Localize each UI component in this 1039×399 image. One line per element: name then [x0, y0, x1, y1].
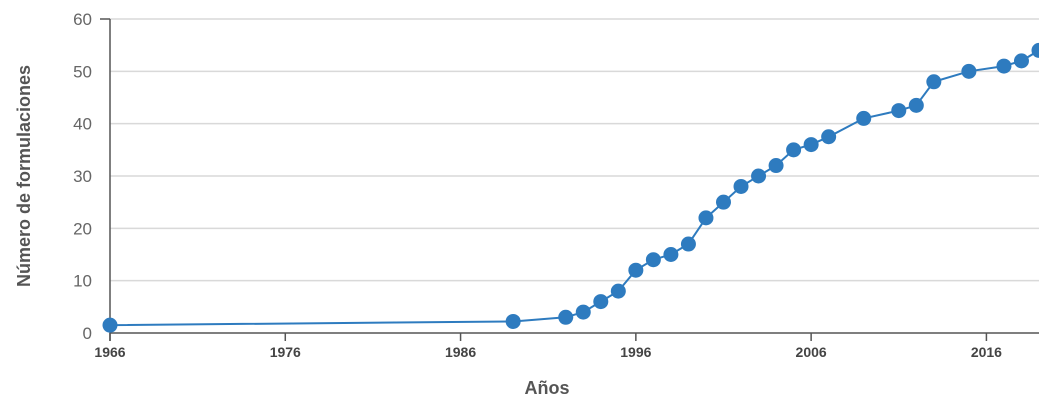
- y-tick-label: 60: [73, 10, 92, 29]
- data-point: [645, 252, 661, 268]
- data-point: [821, 129, 837, 145]
- y-axis-title: Número de formulaciones: [14, 65, 34, 287]
- data-point: [558, 309, 574, 325]
- y-tick-label: 40: [73, 115, 92, 134]
- x-tick-label: 1976: [270, 344, 301, 360]
- series: [102, 42, 1039, 333]
- data-point: [575, 304, 591, 320]
- data-point: [751, 168, 767, 184]
- data-point: [680, 236, 696, 252]
- data-point: [505, 313, 521, 329]
- y-tick-label: 0: [83, 324, 92, 343]
- x-tick-label: 1966: [94, 344, 125, 360]
- data-point: [768, 158, 784, 174]
- data-point: [733, 178, 749, 194]
- y-tick-label: 50: [73, 62, 92, 81]
- data-point: [1013, 53, 1029, 69]
- data-point: [908, 97, 924, 113]
- data-point: [715, 194, 731, 210]
- data-point: [102, 317, 118, 333]
- x-tick-label: 2006: [796, 344, 827, 360]
- x-tick-label: 1986: [445, 344, 476, 360]
- y-tick-label: 30: [73, 167, 92, 186]
- data-point: [926, 74, 942, 90]
- series-line: [109, 49, 1039, 327]
- x-tick-label: 2016: [971, 344, 1002, 360]
- x-axis-title: Años: [525, 378, 570, 398]
- data-point: [891, 103, 907, 119]
- data-point: [803, 137, 819, 153]
- data-point: [961, 63, 977, 79]
- data-point: [698, 210, 714, 226]
- data-point: [593, 294, 609, 310]
- data-point: [663, 247, 679, 262]
- data-point: [610, 283, 626, 299]
- data-point: [628, 262, 644, 278]
- data-point: [786, 142, 802, 158]
- data-point: [856, 110, 872, 126]
- y-tick-label: 10: [73, 272, 92, 291]
- gridlines: [110, 18, 1039, 282]
- axes: 0 10 20 30 40 50 60 1966 1976 1986 1996 2006 2016: [73, 10, 1039, 360]
- data-point: [996, 58, 1012, 74]
- y-tick-label: 20: [73, 219, 92, 238]
- data-point: [1031, 42, 1039, 58]
- x-tick-label: 1996: [620, 344, 651, 360]
